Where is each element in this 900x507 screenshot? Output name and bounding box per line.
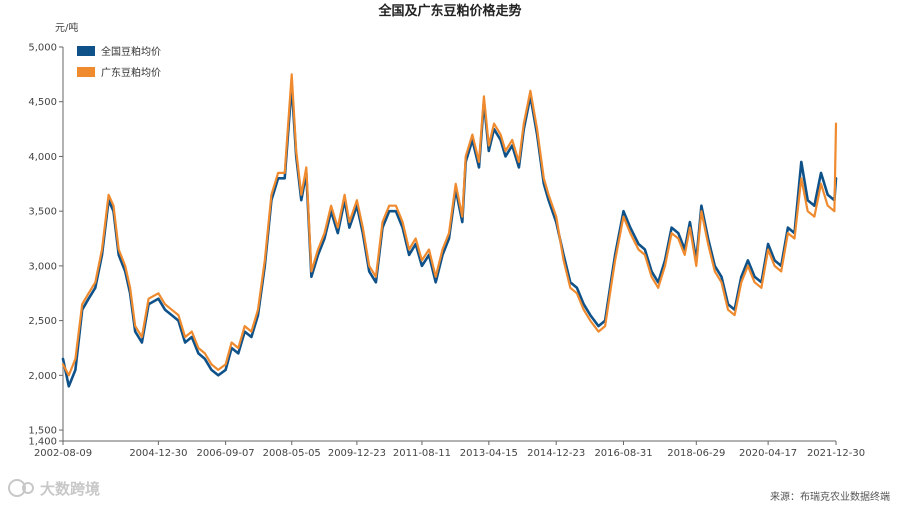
series-line-national [61, 84, 838, 388]
x-tick-label: 2004-12-30 [129, 448, 187, 459]
legend-label-guangdong: 广东豆粕均价 [101, 66, 161, 79]
y-tick-label: 3,500 [28, 207, 57, 218]
footer-logo: 大数跨境 [8, 479, 100, 498]
x-tick-label: 2018-06-29 [667, 448, 725, 459]
legend-swatch-guangdong [77, 67, 95, 77]
logo-icon-ring [22, 482, 34, 494]
x-tick-label: 2016-08-31 [594, 448, 652, 459]
x-tick-label: 2002-08-09 [34, 448, 92, 459]
legend[interactable]: 全国豆粕均价 广东豆粕均价 [77, 45, 161, 79]
x-tick-label: 2021-12-30 [807, 448, 865, 459]
x-tick-label: 2006-09-07 [197, 448, 255, 459]
legend-label-national: 全国豆粕均价 [101, 45, 161, 58]
source-note: 来源：布瑞克农业数据终端 [770, 490, 890, 503]
y-tick-label: 1,500 [28, 426, 57, 437]
footer-logo-text: 大数跨境 [40, 480, 100, 498]
x-tick-label: 2014-12-23 [527, 448, 585, 459]
x-tick-label: 2009-12-23 [328, 448, 386, 459]
x-tick-label: 2011-08-11 [393, 448, 451, 459]
y-tick-label: 4,500 [28, 97, 57, 108]
y-axis-unit: 元/吨 [55, 21, 78, 34]
x-tick-label: 2020-04-17 [739, 448, 797, 459]
logo-icon [8, 479, 26, 497]
y-tick-label: 2,000 [28, 371, 57, 382]
y-tick-label: 1,400 [28, 437, 57, 448]
chart-title: 全国及广东豆粕价格走势 [377, 3, 521, 19]
y-tick-label: 4,000 [28, 152, 57, 163]
x-tick-label: 2008-05-05 [263, 448, 321, 459]
series-line-guangdong [61, 73, 838, 377]
y-tick-label: 2,500 [28, 316, 57, 327]
legend-swatch-national [77, 46, 95, 56]
y-tick-label: 3,000 [28, 261, 57, 272]
y-tick-label: 5,000 [28, 43, 57, 54]
x-tick-label: 2013-04-15 [460, 448, 518, 459]
series-layer [61, 73, 838, 388]
